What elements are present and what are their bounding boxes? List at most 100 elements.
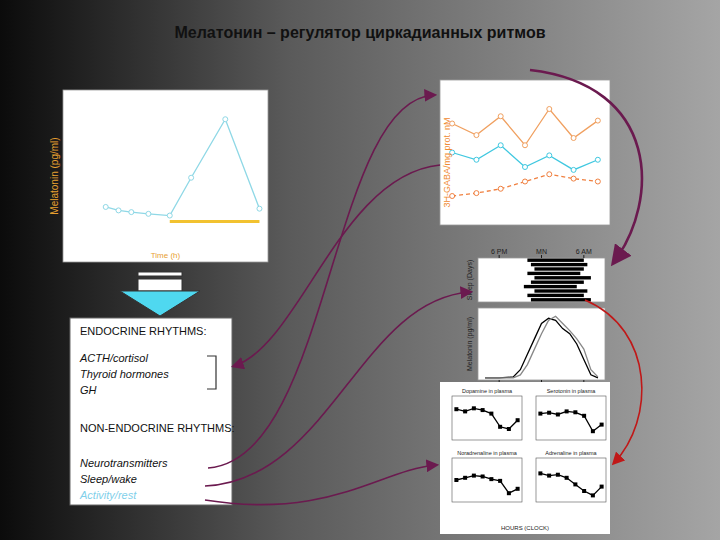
y-axis-label: Melatonin (pg/ml)	[466, 317, 474, 371]
x-tick	[499, 255, 500, 258]
series-line	[485, 316, 598, 378]
point	[498, 425, 502, 429]
connector-arrow	[585, 300, 642, 463]
point	[547, 172, 552, 177]
point	[600, 423, 604, 427]
point	[454, 478, 458, 482]
point	[538, 412, 542, 416]
plot-area	[524, 259, 591, 302]
plot-frame	[63, 90, 268, 262]
sleep-bar	[534, 289, 587, 292]
sleep-bar	[527, 259, 583, 262]
x-tick-label: 6 AM	[576, 248, 592, 255]
point	[103, 204, 108, 209]
connector-arrow	[530, 70, 642, 262]
slide: Мелатонин – регулятор циркадианных ритмо…	[0, 0, 720, 540]
point	[489, 412, 493, 416]
connector-arrow	[205, 292, 470, 486]
point	[463, 476, 467, 480]
point	[600, 485, 604, 489]
point	[538, 471, 542, 475]
point	[556, 473, 560, 477]
arrow-stem-line	[138, 272, 182, 276]
point	[556, 412, 560, 416]
point	[257, 206, 262, 211]
box-text: Sleep/wake	[80, 473, 137, 485]
box-text: Neurotransmitters	[80, 457, 168, 469]
plot-frame	[478, 258, 605, 302]
slide-title: Мелатонин – регулятор циркадианных ритмо…	[174, 24, 545, 41]
plot-area	[450, 107, 601, 199]
panel-title: Serotonin in plasma	[547, 388, 597, 394]
point	[565, 409, 569, 413]
sleep-bar	[531, 263, 587, 266]
series-line	[452, 145, 598, 170]
point	[507, 427, 511, 431]
point	[498, 143, 503, 148]
point	[498, 186, 503, 191]
connector-arrow	[234, 165, 440, 366]
panel-title: Dopamine in plasma	[462, 388, 513, 394]
point	[472, 406, 476, 410]
point	[516, 418, 520, 422]
panel-frame	[536, 458, 606, 502]
point	[547, 474, 551, 478]
point	[571, 176, 576, 181]
plot-area	[454, 474, 519, 496]
point	[573, 482, 577, 486]
point	[481, 408, 485, 412]
rhythm-box	[70, 318, 232, 505]
y-axis-label: Melatonin (pg/ml)	[49, 137, 60, 214]
sleep-bar	[524, 285, 577, 288]
panel-title: Adrenaline in plasma	[545, 450, 597, 456]
point	[523, 165, 528, 170]
point	[516, 487, 520, 491]
point	[474, 133, 479, 138]
arrow-stem	[138, 279, 182, 291]
point	[146, 211, 151, 216]
panel-group-background	[440, 382, 610, 534]
point	[474, 191, 479, 196]
point	[591, 429, 595, 433]
series-line	[106, 119, 260, 215]
panel-frame	[536, 396, 606, 440]
point	[489, 477, 493, 481]
sleep-bar	[534, 276, 590, 279]
series-line	[452, 174, 598, 196]
point	[595, 157, 600, 162]
point	[582, 489, 586, 493]
point	[565, 476, 569, 480]
box-text: ENDOCRINE RHYTHMS:	[80, 325, 207, 337]
dark-period-bar	[170, 220, 260, 223]
sleep-bar	[527, 272, 580, 275]
plot-area	[485, 316, 598, 378]
point	[595, 118, 600, 123]
box-text: ACTH/cortisol	[79, 352, 148, 364]
plot-frame	[478, 308, 605, 380]
point	[571, 167, 576, 172]
series-line	[485, 318, 598, 378]
x-axis-label: HOURS (CLOCK)	[501, 525, 549, 531]
box-text: Activity/rest	[79, 489, 137, 501]
series-line	[540, 473, 601, 495]
arrow-head	[120, 291, 200, 316]
panel-title: Noradrenaline in plasma	[457, 450, 518, 456]
point	[547, 411, 551, 415]
point	[167, 213, 172, 218]
box-text: GH	[80, 384, 97, 396]
x-tick-label: 6 PM	[491, 248, 508, 255]
box-text: Thyroid hormones	[80, 368, 169, 380]
point	[547, 153, 552, 158]
panel-frame	[452, 458, 522, 502]
sleep-bar	[527, 294, 583, 297]
point	[523, 179, 528, 184]
x-tick	[583, 255, 584, 258]
point	[129, 210, 134, 215]
point	[547, 107, 552, 112]
connector-arrow	[205, 465, 436, 505]
point	[189, 175, 194, 180]
point	[454, 407, 458, 411]
plot-frame	[440, 80, 610, 225]
plot-area	[538, 409, 603, 433]
point	[571, 136, 576, 141]
